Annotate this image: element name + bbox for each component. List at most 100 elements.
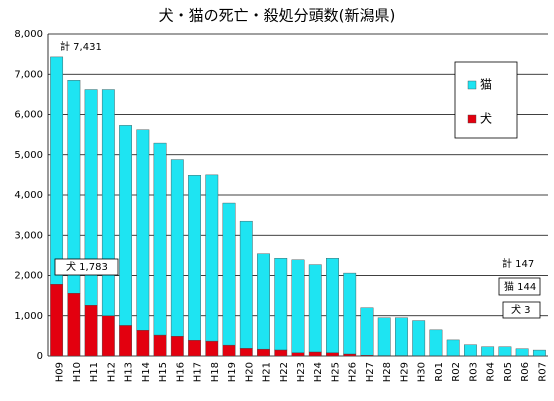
bar-segment [498,346,512,357]
bar-segment [360,307,374,356]
bar-segment [50,56,64,285]
bar-segment [170,336,184,357]
bar-segment [308,264,322,353]
bar-segment [257,348,270,357]
bar-segment [101,89,115,316]
x-tick-label: H20 [244,362,255,382]
bar-segment [326,352,339,357]
y-tick-label: 8,000 [14,29,43,40]
x-tick-label: R06 [520,362,531,382]
bar-segment [308,351,322,357]
x-tick-label: H15 [158,362,169,382]
annotation-box [54,258,119,276]
x-tick-label: H17 [193,362,204,382]
x-tick-label: R05 [503,362,514,382]
x-tick-label: H22 [279,362,290,382]
bar-segment [136,330,150,357]
bar-segment [274,349,288,357]
x-tick-label: H28 [382,362,393,382]
bar-segment [67,293,81,357]
y-tick-label: 0 [37,351,43,362]
bar-segment [84,89,98,306]
bar-segment [429,329,443,356]
x-tick-label: H30 [417,362,428,382]
bar-segment [326,257,339,353]
bar-segment [119,325,132,357]
x-tick-label: R02 [451,362,462,382]
y-tick-label: 2,000 [14,271,43,282]
annotation-box [502,301,541,319]
x-tick-label: H19 [227,362,238,382]
x-tick-label: H16 [175,362,186,382]
x-tick-label: R03 [468,362,479,382]
bar-segment [153,142,167,336]
x-tick-label: R07 [537,362,548,382]
bar-segment [170,159,184,337]
y-tick-label: 6,000 [14,110,43,121]
bar-segment [377,317,391,356]
x-tick-label: R04 [486,362,497,382]
bar-segment [67,80,81,294]
bar-segment [188,175,201,341]
chart-title: 犬・猫の死亡・殺処分頭数(新潟県) [159,7,396,25]
bar-segment [153,334,167,357]
x-tick-label: H29 [399,362,410,382]
y-tick-label: 5,000 [14,150,43,161]
legend-label: 犬 [480,112,492,126]
bar-segment [239,220,253,349]
x-tick-label: H18 [210,362,221,382]
x-tick-label: H12 [106,362,117,382]
bar-segment [188,340,201,357]
bar-segment [446,339,460,356]
bar-segment [395,317,408,356]
x-tick-label: H26 [348,362,359,382]
bar-segment [481,346,495,357]
bar-segment [532,349,546,357]
x-tick-label: H10 [72,362,83,382]
bar-segment [222,344,236,357]
bar-segment [343,353,357,357]
x-tick-label: H25 [330,362,341,382]
legend-box [454,61,518,139]
x-tick-label: H11 [89,362,100,382]
x-tick-label: H14 [141,362,152,382]
annotation: 犬 1,783 [66,260,108,273]
bar-segment [50,284,64,357]
legend-label: 猫 [480,78,492,92]
bar-segment [291,259,305,353]
annotation: 計 147 [502,257,534,270]
annotation: 猫 144 [504,280,536,293]
bar-segment [515,348,529,357]
x-tick-label: H27 [365,362,376,382]
bar-segment [343,272,357,355]
bar-segment [291,352,305,357]
x-tick-label: H24 [313,362,324,382]
bar-segment [205,340,219,357]
legend-swatch [467,114,477,124]
x-tick-label: R01 [434,362,445,382]
y-tick-label: 3,000 [14,230,43,241]
bar-segment [464,344,477,357]
y-tick-label: 7,000 [14,69,43,80]
legend-swatch [467,80,477,90]
y-tick-label: 4,000 [14,190,43,201]
bar-segment [257,253,270,350]
bar-segment [101,315,115,357]
bar-segment [222,202,236,346]
x-tick-label: H09 [55,362,66,382]
bar-segment [119,125,132,326]
bar-segment [84,305,98,357]
x-tick-label: H23 [296,362,307,382]
y-tick-label: 1,000 [14,311,43,322]
annotation-box [498,277,541,296]
bar-segment [136,129,150,331]
annotation: 犬 3 [511,303,531,316]
bar-segment [239,348,253,357]
bar-segment [274,257,288,351]
annotation: 計 7,431 [60,40,102,53]
x-tick-label: H13 [124,362,135,382]
bar-segment [205,174,219,342]
x-tick-label: H21 [262,362,273,382]
bar-segment [412,320,426,356]
